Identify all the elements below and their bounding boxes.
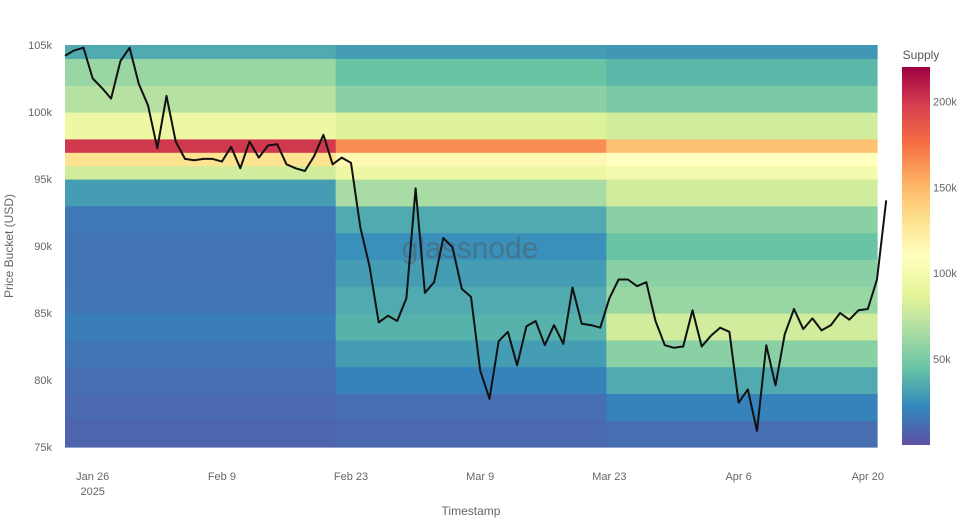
heatmap-cell (65, 339, 337, 368)
y-axis: 75k 80k 85k 90k 95k 100k 105k (28, 40, 52, 454)
heatmap-cell (335, 420, 607, 448)
heatmap-cell (606, 339, 878, 368)
heatmap-cell (606, 45, 878, 59)
heatmap-cells (65, 45, 878, 448)
x-tick-sublabel: 2025 (80, 486, 104, 498)
heatmap-cell (606, 85, 878, 113)
heatmap-cell (65, 420, 337, 448)
heatmap-cell (335, 393, 607, 421)
colorbar-title: Supply (903, 48, 940, 62)
heatmap-cell (606, 366, 878, 394)
heatmap-cell (65, 58, 337, 86)
heatmap-cell (606, 179, 878, 207)
y-axis-label: Price Bucket (USD) (2, 194, 16, 298)
y-tick-label: 105k (28, 40, 52, 52)
heatmap-cell (335, 45, 607, 59)
colorbar-tick-label: 50k (933, 354, 951, 366)
y-tick-label: 80k (34, 375, 52, 387)
heatmap-cell (606, 205, 878, 234)
heatmap-cell (65, 232, 337, 260)
colorbar-ticks: 50k 100k 150k 200k (933, 96, 957, 366)
heatmap-cell (65, 112, 337, 140)
heatmap-cell (65, 366, 337, 394)
heatmap-cell (335, 152, 607, 167)
colorbar-tick-label: 200k (933, 96, 957, 108)
x-tick-label: Mar 9 (466, 471, 494, 483)
y-tick-label: 75k (34, 442, 52, 454)
heatmap-cell (65, 179, 337, 207)
x-tick-label: Feb 9 (208, 471, 236, 483)
price-line-series (64, 46, 888, 432)
heatmap-cell (335, 58, 607, 86)
watermark-text: glassnode (402, 232, 539, 265)
price-line (64, 46, 888, 432)
heatmap-cell (65, 205, 337, 234)
y-tick-label: 90k (34, 241, 52, 253)
heatmap-cell (606, 165, 878, 180)
heatmap-cell (606, 58, 878, 86)
heatmap-cell (606, 152, 878, 167)
heatmap-cell (65, 138, 337, 153)
y-tick-label: 100k (28, 107, 52, 119)
heatmap-cell (65, 393, 337, 421)
heatmap-cell (65, 313, 337, 341)
heatmap-cell (335, 232, 607, 260)
heatmap-cell (335, 366, 607, 394)
y-tick-label: 85k (34, 308, 52, 320)
x-tick-label: Apr 6 (725, 471, 751, 483)
heatmap-cell (606, 138, 878, 153)
heatmap-cell (335, 179, 607, 207)
heatmap-cell (606, 420, 878, 448)
x-tick-label: Jan 26 (76, 471, 109, 483)
x-tick-label: Apr 20 (852, 471, 884, 483)
heatmap-cell (606, 313, 878, 341)
heatmap-cell (335, 205, 607, 234)
heatmap-cell (65, 286, 337, 314)
heatmap-cell (335, 85, 607, 113)
heatmap-cell (335, 165, 607, 180)
heatmap-cell (335, 313, 607, 341)
x-axis-label: Timestamp (442, 504, 501, 518)
heatmap-cell (65, 45, 337, 59)
x-tick-label: Feb 23 (334, 471, 368, 483)
heatmap-cell (335, 112, 607, 140)
heatmap-cell (65, 259, 337, 287)
heatmap-cell (335, 138, 607, 153)
heatmap-cell (606, 112, 878, 140)
heatmap-cell (335, 259, 607, 287)
x-tick-label: Mar 23 (592, 471, 626, 483)
heatmap-cell (65, 165, 337, 180)
y-tick-label: 95k (34, 174, 52, 186)
colorbar-tick-label: 100k (933, 268, 957, 280)
colorbar (902, 67, 930, 445)
heatmap-cell (65, 85, 337, 113)
heatmap-cell (606, 286, 878, 314)
x-axis: Jan 26 2025 Feb 9 Feb 23 Mar 9 Mar 23 Apr 6 Apr… (76, 471, 884, 498)
heatmap-cell (606, 232, 878, 260)
colorbar-tick-label: 150k (933, 182, 957, 194)
heatmap-cell (606, 259, 878, 287)
heatmap-cell (335, 339, 607, 368)
